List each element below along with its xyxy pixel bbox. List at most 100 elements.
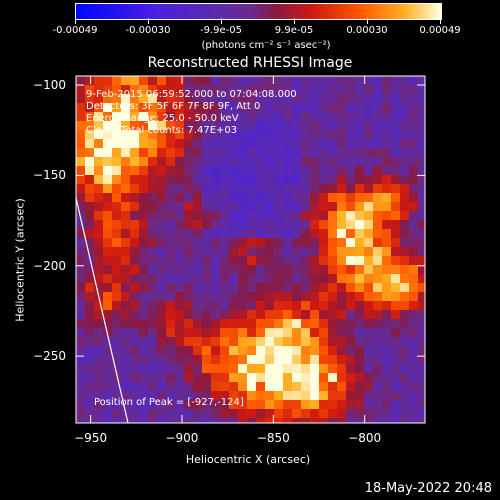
heatmap-cell bbox=[409, 139, 418, 148]
heatmap-cell bbox=[157, 391, 166, 400]
heatmap-cell bbox=[409, 391, 418, 400]
heatmap-cell bbox=[310, 139, 319, 148]
heatmap-cell bbox=[175, 76, 184, 85]
heatmap-cell bbox=[85, 319, 94, 328]
heatmap-cell bbox=[274, 157, 283, 166]
heatmap-cell bbox=[94, 256, 103, 265]
heatmap-cell bbox=[364, 391, 373, 400]
heatmap-cell bbox=[130, 157, 139, 166]
heatmap-cell bbox=[301, 337, 310, 346]
heatmap-cell bbox=[139, 121, 148, 130]
heatmap-cell bbox=[148, 328, 157, 337]
heatmap-cell bbox=[238, 175, 247, 184]
heatmap-cell bbox=[166, 355, 175, 364]
heatmap-cell bbox=[211, 175, 220, 184]
heatmap-cell bbox=[247, 175, 256, 184]
heatmap-cell bbox=[121, 346, 130, 355]
heatmap-cell bbox=[391, 85, 400, 94]
heatmap-cell bbox=[256, 265, 265, 274]
heatmap-cell bbox=[157, 202, 166, 211]
heatmap-cell bbox=[373, 103, 382, 112]
heatmap-cell bbox=[382, 274, 391, 283]
heatmap-cell bbox=[148, 211, 157, 220]
heatmap-cell bbox=[319, 355, 328, 364]
heatmap-cell bbox=[355, 166, 364, 175]
heatmap-cell bbox=[409, 103, 418, 112]
heatmap-cell bbox=[346, 391, 355, 400]
heatmap-cell bbox=[112, 175, 121, 184]
heatmap-cell bbox=[292, 382, 301, 391]
heatmap-cell bbox=[256, 256, 265, 265]
heatmap-cell bbox=[202, 121, 211, 130]
heatmap-cell bbox=[373, 130, 382, 139]
heatmap-cell bbox=[364, 202, 373, 211]
heatmap-cell bbox=[337, 94, 346, 103]
heatmap-cell bbox=[247, 373, 256, 382]
heatmap-cell bbox=[103, 157, 112, 166]
heatmap-cell bbox=[382, 94, 391, 103]
heatmap-cell bbox=[184, 364, 193, 373]
heatmap-cell bbox=[166, 121, 175, 130]
heatmap-cell bbox=[238, 112, 247, 121]
heatmap-cell bbox=[229, 112, 238, 121]
heatmap-cell bbox=[391, 139, 400, 148]
heatmap-cell bbox=[112, 373, 121, 382]
heatmap-cell bbox=[400, 121, 409, 130]
heatmap-cell bbox=[139, 373, 148, 382]
heatmap-cell bbox=[148, 130, 157, 139]
heatmap-cell bbox=[193, 202, 202, 211]
heatmap-cell bbox=[238, 310, 247, 319]
heatmap-cell bbox=[274, 220, 283, 229]
heatmap-cell bbox=[301, 391, 310, 400]
heatmap-cell bbox=[166, 94, 175, 103]
heatmap-cell bbox=[112, 139, 121, 148]
heatmap-cell bbox=[148, 193, 157, 202]
heatmap-cell bbox=[301, 292, 310, 301]
heatmap-cell bbox=[229, 193, 238, 202]
heatmap-cell bbox=[346, 355, 355, 364]
heatmap-cell bbox=[202, 76, 211, 85]
heatmap-cell bbox=[211, 274, 220, 283]
heatmap-cell bbox=[373, 202, 382, 211]
heatmap-cell bbox=[391, 418, 400, 423]
heatmap-cell bbox=[148, 400, 157, 409]
heatmap-cell bbox=[130, 76, 139, 85]
heatmap-cell bbox=[265, 229, 274, 238]
heatmap-cell bbox=[130, 130, 139, 139]
heatmap-cell bbox=[103, 130, 112, 139]
heatmap-cell bbox=[256, 94, 265, 103]
heatmap-cell bbox=[202, 166, 211, 175]
heatmap-cell bbox=[220, 310, 229, 319]
heatmap-cell bbox=[373, 409, 382, 418]
limb-line bbox=[75, 197, 129, 424]
heatmap-cell bbox=[76, 292, 85, 301]
heatmap-cell bbox=[202, 184, 211, 193]
heatmap-cell bbox=[193, 328, 202, 337]
heatmap-cell bbox=[175, 103, 184, 112]
heatmap-cell bbox=[103, 238, 112, 247]
heatmap-cell bbox=[130, 193, 139, 202]
heatmap-cell bbox=[202, 229, 211, 238]
heatmap-cell bbox=[112, 256, 121, 265]
heatmap-cell bbox=[139, 310, 148, 319]
heatmap-cell bbox=[337, 409, 346, 418]
heatmap-cell bbox=[202, 301, 211, 310]
heatmap-cell bbox=[85, 247, 94, 256]
heatmap-cell bbox=[139, 238, 148, 247]
heatmap-cell bbox=[301, 310, 310, 319]
heatmap-cell bbox=[94, 175, 103, 184]
heatmap-cell bbox=[193, 112, 202, 121]
heatmap-cell bbox=[247, 238, 256, 247]
heatmap-cell bbox=[328, 355, 337, 364]
heatmap-cell bbox=[418, 310, 425, 319]
heatmap-cell bbox=[283, 175, 292, 184]
heatmap-cell bbox=[229, 184, 238, 193]
heatmap-cell bbox=[157, 94, 166, 103]
heatmap-cell bbox=[409, 94, 418, 103]
heatmap-cell bbox=[76, 238, 85, 247]
heatmap-cell bbox=[238, 400, 247, 409]
heatmap-cell bbox=[238, 238, 247, 247]
heatmap-cell bbox=[400, 211, 409, 220]
heatmap-cell bbox=[418, 382, 425, 391]
heatmap-cell bbox=[193, 337, 202, 346]
